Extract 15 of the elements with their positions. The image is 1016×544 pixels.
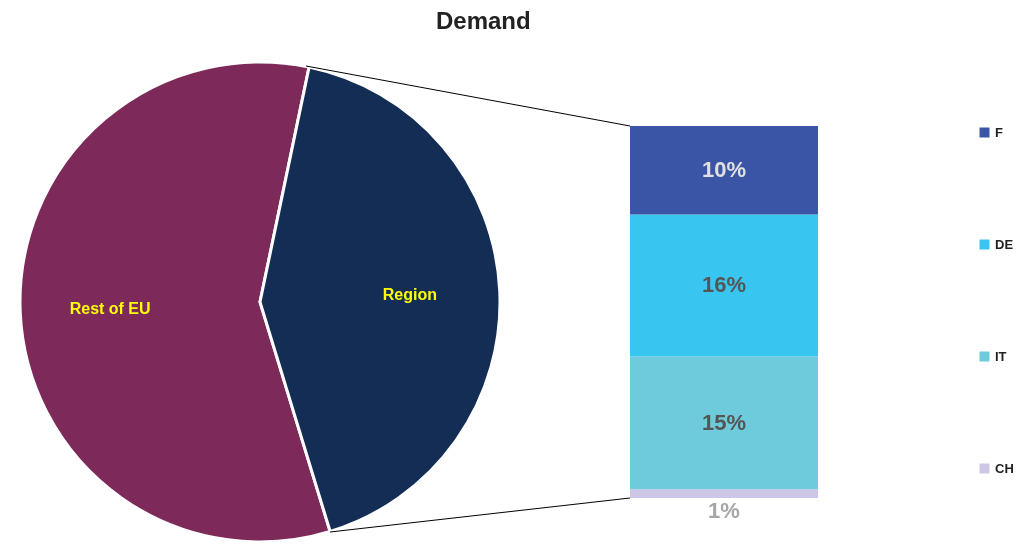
bar <box>630 356 818 490</box>
bar <box>630 214 818 357</box>
legend-label: F <box>995 124 1003 140</box>
chart-title: Demand <box>436 7 531 34</box>
data-label: 1% <box>708 498 740 523</box>
legend-label: DE <box>995 236 1014 252</box>
bar <box>630 489 818 498</box>
slice-label: Region <box>382 286 437 304</box>
bar <box>630 126 818 215</box>
legend-label: CH <box>995 460 1014 476</box>
data-label: 16% <box>701 272 747 298</box>
data-label: 10% <box>701 157 747 183</box>
legend-label: IT <box>995 348 1007 364</box>
slice-label: Rest of EU <box>69 299 151 317</box>
data-label: 15% <box>701 409 747 435</box>
